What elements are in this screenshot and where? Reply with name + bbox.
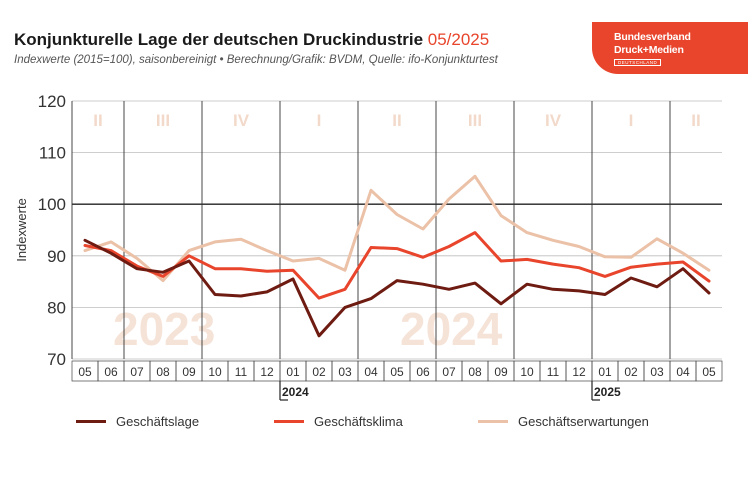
x-tick-label: 05 — [702, 365, 716, 379]
title-text: Konjunkturelle Lage der deutschen Drucki… — [14, 30, 424, 49]
y-tick-label: 100 — [38, 195, 66, 214]
x-tick-label: 01 — [286, 365, 300, 379]
x-tick-label: 02 — [312, 365, 326, 379]
x-tick-label: 04 — [676, 365, 690, 379]
series-line-klima — [83, 231, 711, 300]
x-tick-label: 07 — [130, 365, 144, 379]
quarter-label: III — [468, 111, 482, 130]
year-label: 2024 — [282, 385, 309, 399]
quarter-label: IV — [545, 111, 562, 130]
y-tick-label: 70 — [47, 350, 66, 369]
legend-label-lage: Geschäftslage — [116, 414, 200, 429]
quarter-label: II — [93, 111, 102, 130]
x-tick-label: 09 — [182, 365, 196, 379]
x-tick-label: 07 — [442, 365, 456, 379]
quarter-label: II — [691, 111, 700, 130]
x-tick-label: 06 — [416, 365, 430, 379]
x-tick-label: 08 — [156, 365, 170, 379]
legend-item-lage: Geschäftslage — [76, 414, 199, 429]
watermark-year-1: 2023 — [113, 303, 215, 355]
logo-line-1: Bundesverband — [614, 31, 691, 43]
x-tick-label: 06 — [104, 365, 118, 379]
logo-line-3: DEUTSCHLAND — [614, 59, 662, 66]
legend-item-klima: Geschäftsklima — [274, 414, 403, 429]
legend-swatch-erwartungen — [478, 420, 508, 423]
quarter-label: III — [156, 111, 170, 130]
x-tick-label: 05 — [78, 365, 92, 379]
x-tick-label: 04 — [364, 365, 378, 379]
watermark-year-2: 2024 — [400, 303, 503, 355]
month-cell — [695, 360, 723, 382]
x-tick-label: 10 — [520, 365, 534, 379]
series-line-lage — [83, 238, 711, 338]
legend-item-erwartungen: Geschäftserwartungen — [478, 414, 649, 429]
y-axis-title: Indexwerte — [14, 198, 29, 262]
x-tick-label: 12 — [572, 365, 586, 379]
chart-subtitle: Indexwerte (2015=100), saisonbereinigt •… — [14, 54, 498, 66]
legend-label-klima: Geschäftsklima — [314, 414, 403, 429]
chart-legend: Geschäftslage Geschäftsklima Geschäftser… — [0, 414, 750, 434]
y-tick-label: 90 — [47, 247, 66, 266]
legend-label-erwartungen: Geschäftserwartungen — [518, 414, 649, 429]
quarter-label: II — [392, 111, 401, 130]
year-label: 2025 — [594, 385, 621, 399]
y-tick-label: 110 — [39, 144, 66, 163]
x-tick-label: 10 — [208, 365, 222, 379]
y-tick-label: 120 — [38, 92, 66, 111]
chart-title: Konjunkturelle Lage der deutschen Drucki… — [14, 30, 489, 50]
bvdm-logo: Bundesverband Druck+Medien DEUTSCHLAND — [592, 22, 748, 74]
title-date: 05/2025 — [427, 30, 490, 49]
x-tick-label: 11 — [235, 365, 248, 379]
x-tick-label: 12 — [260, 365, 274, 379]
x-tick-label: 08 — [468, 365, 482, 379]
quarter-label: IV — [233, 111, 250, 130]
y-tick-label: 80 — [47, 298, 66, 317]
x-tick-label: 03 — [338, 365, 352, 379]
x-tick-label: 05 — [390, 365, 404, 379]
legend-swatch-lage — [76, 420, 106, 423]
quarter-label: I — [629, 111, 634, 130]
x-tick-label: 02 — [624, 365, 638, 379]
legend-swatch-klima — [274, 420, 304, 423]
x-tick-label: 01 — [598, 365, 612, 379]
x-tick-label: 09 — [494, 365, 508, 379]
series-line-erwartungen — [83, 174, 711, 283]
x-tick-label: 03 — [650, 365, 664, 379]
x-tick-label: 11 — [547, 365, 560, 379]
logo-line-2: Druck+Medien — [614, 44, 684, 56]
quarter-label: I — [317, 111, 322, 130]
